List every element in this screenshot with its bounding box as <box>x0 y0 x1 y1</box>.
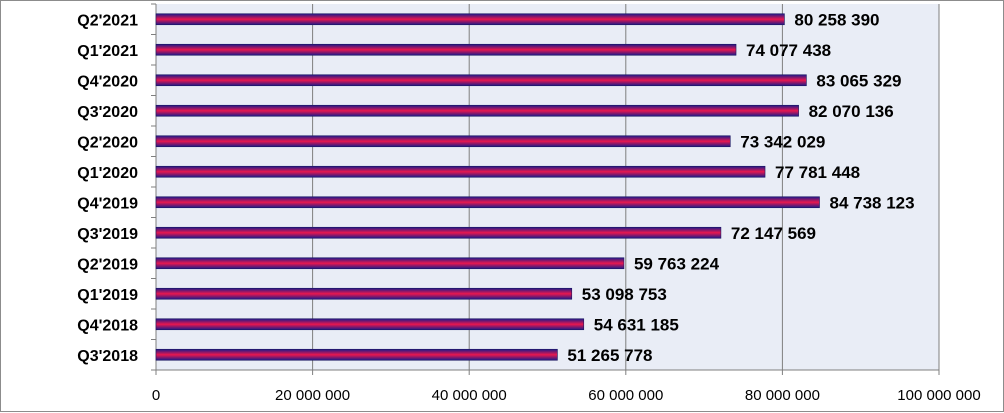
bar <box>155 287 573 300</box>
category-label: Q3'2018 <box>77 348 138 365</box>
data-label: 80 258 390 <box>794 10 879 29</box>
x-tick-label: 0 <box>152 387 160 404</box>
category-label: Q2'2021 <box>77 12 138 29</box>
x-tick-label: 20 000 000 <box>275 387 350 404</box>
bar <box>155 165 766 178</box>
bar <box>155 257 625 270</box>
category-label: Q4'2018 <box>77 317 138 334</box>
x-tick-label: 60 000 000 <box>588 387 663 404</box>
category-label: Q1'2021 <box>77 43 138 60</box>
category-label: Q4'2019 <box>77 195 138 212</box>
x-tick-label: 80 000 000 <box>745 387 820 404</box>
data-label: 82 070 136 <box>809 102 894 121</box>
bar <box>155 226 722 239</box>
data-label: 59 763 224 <box>634 254 720 273</box>
plot-area <box>156 4 939 370</box>
data-label: 51 265 778 <box>567 346 652 365</box>
bar <box>155 104 799 117</box>
category-label: Q1'2019 <box>77 287 138 304</box>
data-label: 74 077 438 <box>746 41 831 60</box>
category-label: Q1'2020 <box>77 165 138 182</box>
data-label: 53 098 753 <box>582 285 667 304</box>
bar <box>155 348 558 361</box>
x-tick-label: 100 000 000 <box>897 387 980 404</box>
bar <box>155 135 731 148</box>
bar <box>155 13 785 26</box>
category-label: Q2'2019 <box>77 256 138 273</box>
bar <box>155 43 737 56</box>
bar <box>155 318 585 331</box>
x-tick-label: 40 000 000 <box>432 387 507 404</box>
data-label: 72 147 569 <box>731 224 816 243</box>
category-label: Q3'2019 <box>77 226 138 243</box>
data-label: 54 631 185 <box>594 315 679 334</box>
data-label: 83 065 329 <box>816 71 901 90</box>
data-label: 84 738 123 <box>829 193 914 212</box>
data-label: 73 342 029 <box>740 132 825 151</box>
category-label: Q3'2020 <box>77 104 138 121</box>
data-label: 77 781 448 <box>775 163 860 182</box>
category-label: Q2'2020 <box>77 134 138 151</box>
bar <box>155 196 820 209</box>
bar <box>155 74 807 87</box>
category-label: Q4'2020 <box>77 73 138 90</box>
